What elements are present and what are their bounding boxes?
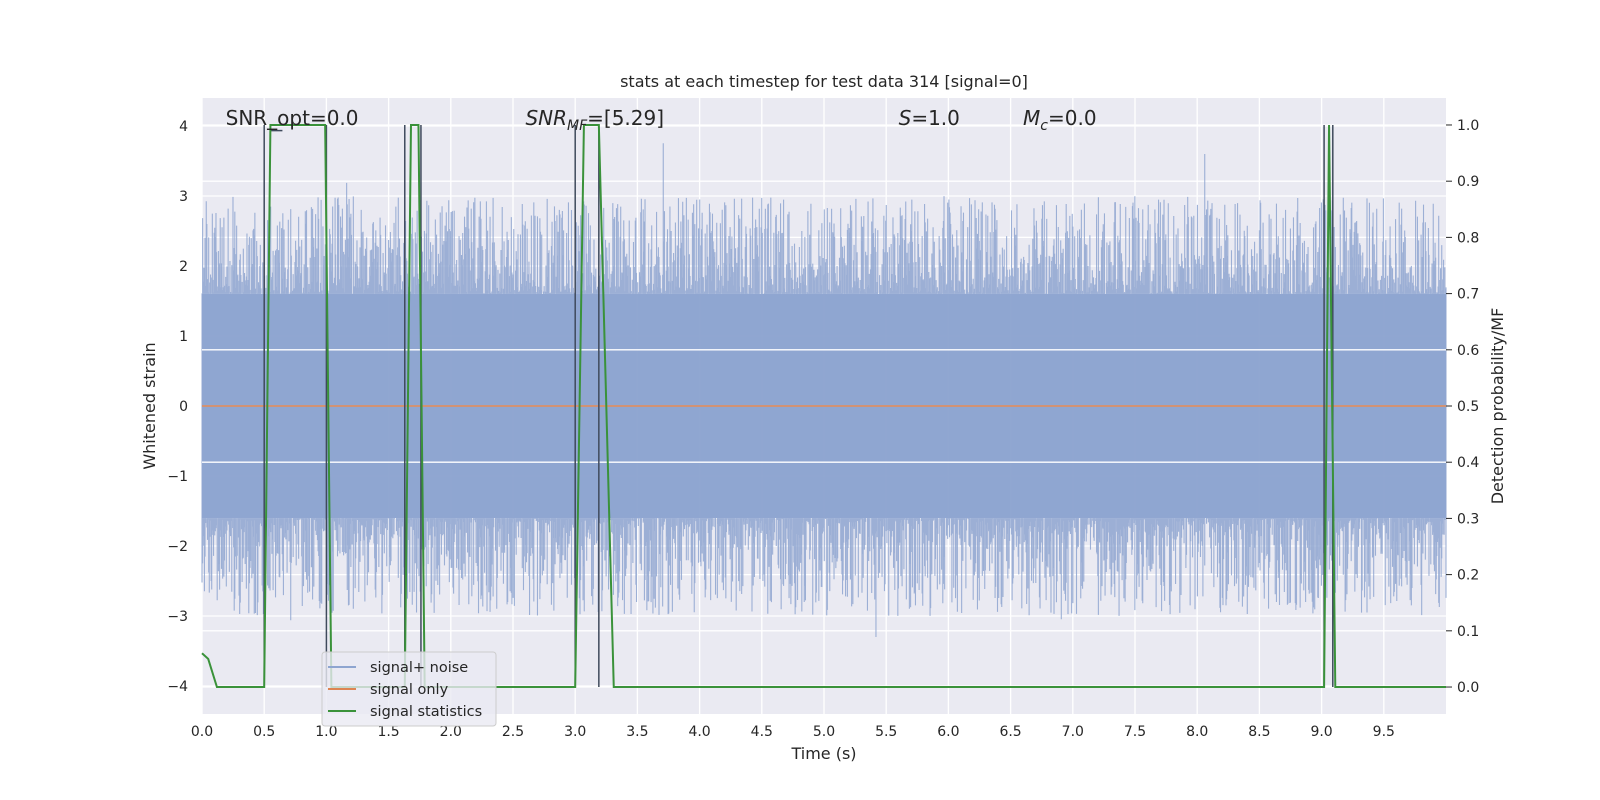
- x-tick-label: 5.0: [813, 724, 835, 740]
- legend-label-signal-plus-noise: signal+ noise: [370, 660, 468, 676]
- y-tick-label: 4: [179, 119, 188, 135]
- x-tick-label: 3.5: [626, 724, 648, 740]
- y2-tick-label: 0.1: [1457, 624, 1479, 640]
- x-tick-label: 1.0: [315, 724, 337, 740]
- annotation-mc-value: =0.0: [1048, 106, 1097, 130]
- y2-tick-label: 0.0: [1457, 680, 1479, 696]
- annotation-s-value: =1.0: [911, 106, 960, 130]
- y2-tick-label: 0.3: [1457, 511, 1479, 527]
- series-signal-statistics: [201, 123, 1446, 689]
- x-tick-label: 1.5: [377, 724, 399, 740]
- x-tick-label: 8.0: [1186, 724, 1208, 740]
- x-tick-label: 6.5: [999, 724, 1021, 740]
- x-tick-label: 0.5: [253, 724, 275, 740]
- x-tick-label: 2.0: [440, 724, 462, 740]
- y2-axis-title: Detection probability/MF: [1488, 308, 1507, 505]
- annotation-mc-label: M: [1023, 106, 1040, 130]
- chart-title: stats at each timestep for test data 314…: [620, 72, 1028, 91]
- annotation-snr-mf-label: SNR: [525, 106, 567, 130]
- y-tick-label: −1: [167, 469, 188, 485]
- y-tick-label: 1: [179, 329, 188, 345]
- x-tick-label: 5.5: [875, 724, 897, 740]
- annotation-s-label: S: [899, 106, 912, 130]
- y-tick-label: −2: [167, 539, 188, 555]
- annotation-snr-mf: SNRMF=[5.29]: [525, 106, 664, 134]
- x-tick-label: 7.0: [1062, 724, 1084, 740]
- legend: signal+ noise signal only signal statist…: [321, 651, 497, 727]
- y-axis-ticks: −4 −3 −2 −1 0 1 2 3 4: [167, 119, 188, 695]
- y2-tick-label: 0.7: [1457, 287, 1479, 303]
- y2-tick-label: 0.8: [1457, 230, 1479, 246]
- y-tick-label: 0: [179, 399, 188, 415]
- x-tick-label: 9.5: [1373, 724, 1395, 740]
- annotation-snr-opt: SNR_opt=0.0: [226, 106, 359, 130]
- y2-tick-label: 0.9: [1457, 174, 1479, 190]
- x-axis-title: Time (s): [790, 744, 856, 763]
- legend-box: [321, 651, 497, 727]
- y2-tick-label: 1.0: [1457, 118, 1479, 134]
- x-axis-ticks: 0.0 0.5 1.0 1.5 2.0 2.5 3.0 3.5 4.0 4.5 5.0 5.5 6.0 6…: [191, 724, 1395, 740]
- x-tick-label: 7.5: [1124, 724, 1146, 740]
- annotation-mc: Mc=0.0: [1023, 106, 1097, 134]
- x-tick-label: 9.0: [1310, 724, 1332, 740]
- x-tick-label: 6.0: [937, 724, 959, 740]
- y2-axis-ticks: 0.0 0.1 0.2 0.3 0.4 0.5 0.6 0.7 0.8 0.9 1.0: [1446, 118, 1479, 696]
- y2-tick-label: 0.4: [1457, 455, 1479, 471]
- y-tick-label: 3: [179, 189, 188, 205]
- legend-label-signal-statistics: signal statistics: [370, 704, 482, 720]
- x-tick-label: 8.5: [1248, 724, 1270, 740]
- y-tick-label: −3: [167, 609, 188, 625]
- annotation-s: S=1.0: [899, 106, 960, 130]
- x-tick-label: 4.0: [688, 724, 710, 740]
- annotation-mc-subscript: c: [1040, 118, 1048, 134]
- x-tick-label: 0.0: [191, 724, 213, 740]
- annotation-snr-mf-subscript: MF: [567, 118, 588, 134]
- y2-tick-label: 0.5: [1457, 399, 1479, 415]
- y-tick-label: 2: [179, 259, 188, 275]
- legend-label-signal-only: signal only: [370, 682, 449, 698]
- x-tick-label: 2.5: [502, 724, 524, 740]
- y-tick-label: −4: [167, 679, 188, 695]
- annotation-snr-mf-value: =[5.29]: [587, 106, 664, 130]
- x-tick-label: 4.5: [751, 724, 773, 740]
- x-tick-label: 3.0: [564, 724, 586, 740]
- y-axis-title: Whitened strain: [140, 342, 159, 469]
- y2-tick-label: 0.6: [1457, 343, 1479, 359]
- y2-tick-label: 0.2: [1457, 568, 1479, 584]
